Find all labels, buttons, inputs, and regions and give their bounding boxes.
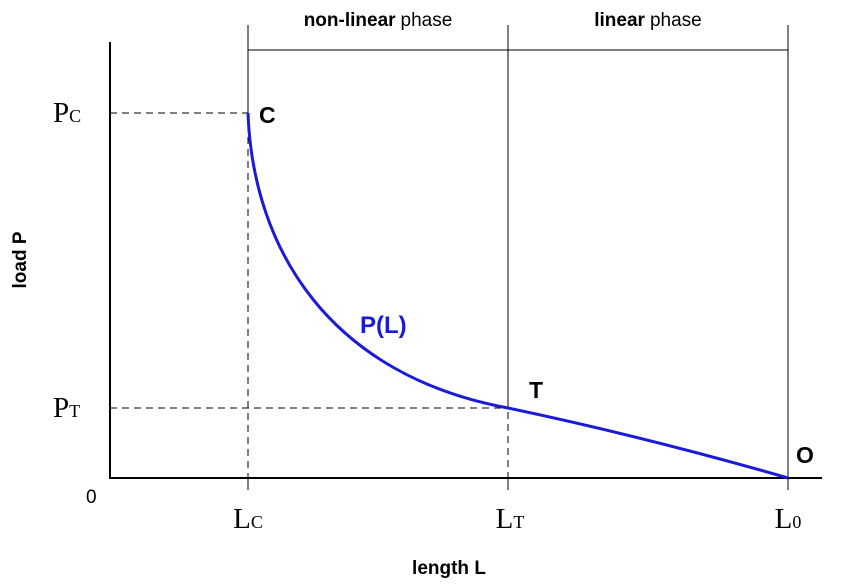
x-tick-label: L0 xyxy=(775,503,802,535)
load-curve xyxy=(246,112,789,480)
x-tick-label: LT xyxy=(496,503,525,535)
origin-label: 0 xyxy=(86,487,97,508)
y-axis-label: load P xyxy=(10,231,31,288)
phase-label: non-linear phase xyxy=(304,10,453,31)
y-tick-label: PC xyxy=(53,97,81,129)
x-axis-label: length L xyxy=(412,558,486,579)
x-tick-label: LC xyxy=(233,503,263,535)
y-tick-label: PT xyxy=(53,392,80,424)
point-label: O xyxy=(796,442,814,468)
phase-label: linear phase xyxy=(594,10,701,31)
point-label: T xyxy=(529,377,543,403)
point-label: C xyxy=(259,102,276,128)
curve-label: P(L) xyxy=(360,312,407,339)
